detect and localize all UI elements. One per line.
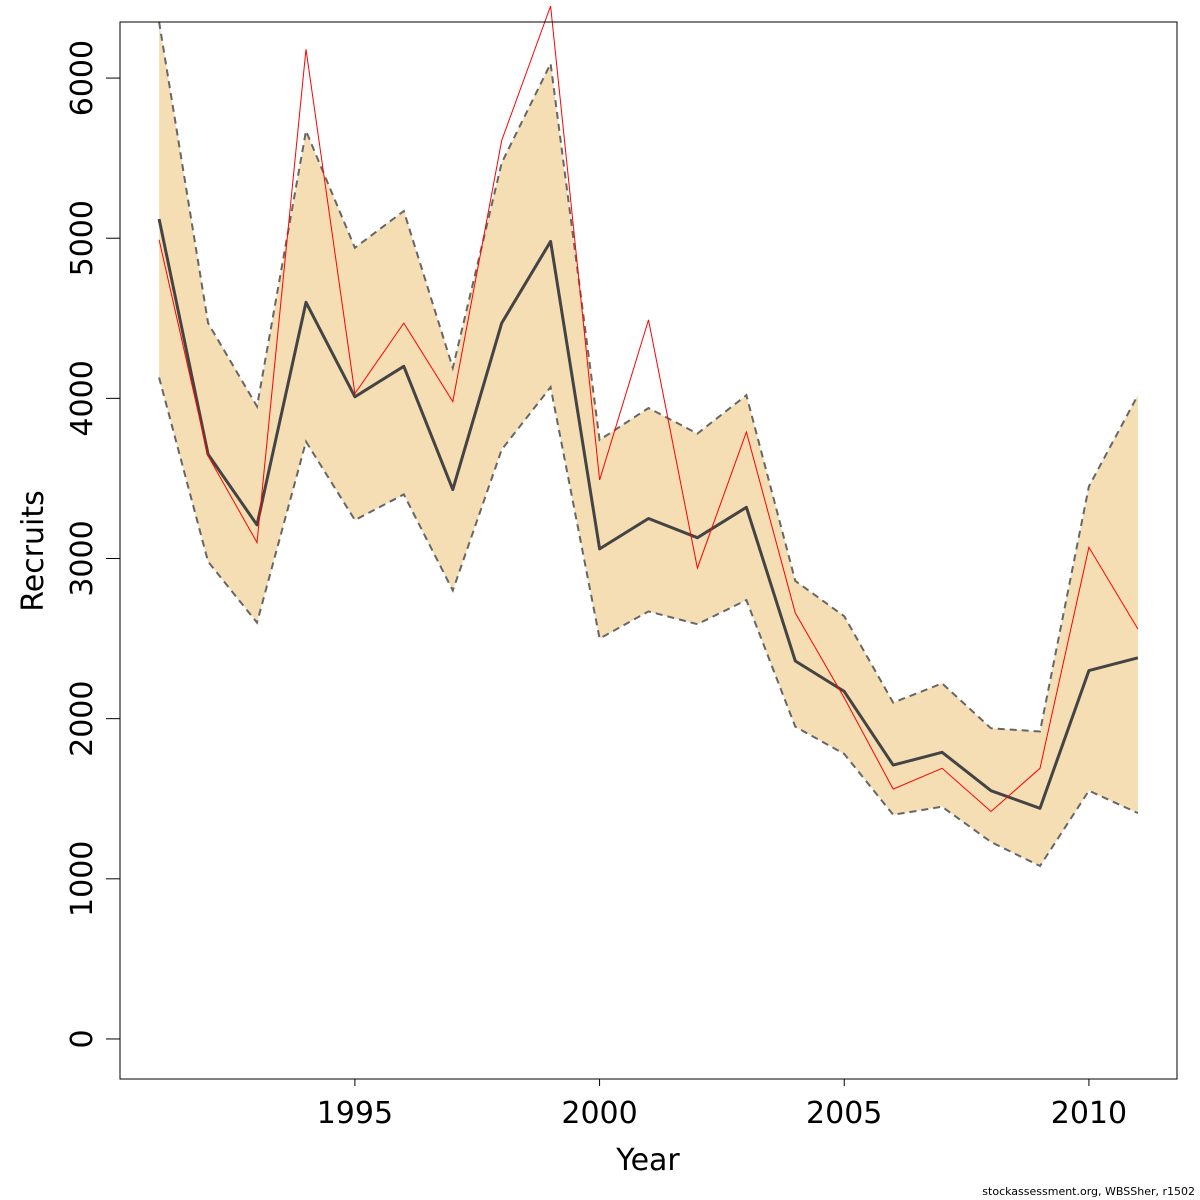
y-tick-label: 6000 <box>65 40 100 116</box>
y-tick-label: 3000 <box>65 520 100 596</box>
y-tick-label: 5000 <box>65 200 100 276</box>
plot-frame <box>119 21 1178 1080</box>
confidence-band <box>159 22 1138 866</box>
y-tick-label: 0 <box>65 1029 100 1048</box>
observed-line <box>158 5 1139 813</box>
credit-text: stockassessment.org, WBSSher, r1502 <box>982 1185 1195 1198</box>
confidence-band-layer <box>158 21 1139 868</box>
x-tick-label: 2010 <box>1051 1096 1127 1131</box>
x-tick-label: 2000 <box>561 1096 637 1131</box>
band-upper-bound <box>158 21 1139 733</box>
y-tick-label: 4000 <box>65 360 100 436</box>
y-axis-title: Recruits <box>16 490 51 612</box>
x-tick-label: 2005 <box>806 1096 882 1131</box>
estimate-line <box>157 218 1139 810</box>
band-lower-bound <box>158 377 1139 868</box>
series-layer <box>157 5 1139 813</box>
y-tick-label: 1000 <box>65 841 100 917</box>
y-axis: 0 1000 2000 3000 4000 5000 6000 <box>65 40 120 1049</box>
x-tick-label: 1995 <box>317 1096 393 1131</box>
x-axis-title: Year <box>615 1143 680 1178</box>
y-tick-label: 2000 <box>65 681 100 757</box>
x-axis: 1995 2000 2005 2010 <box>317 1079 1127 1131</box>
